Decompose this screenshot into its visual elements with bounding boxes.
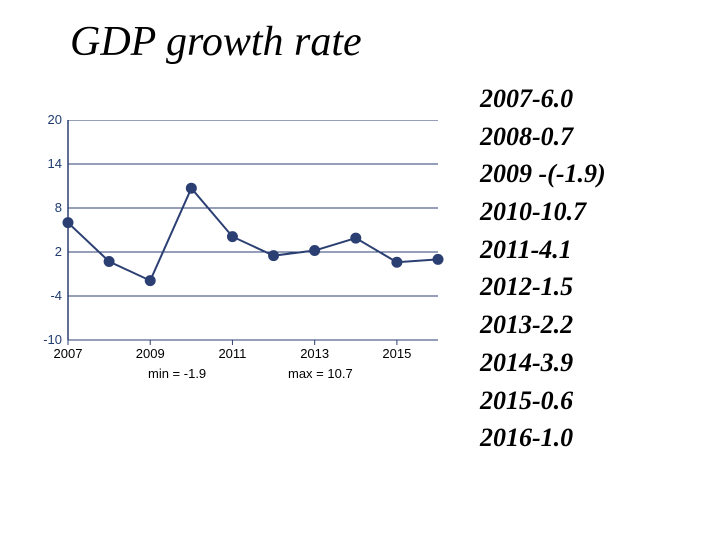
y-tick-label: 20 bbox=[34, 112, 62, 127]
x-tick-label: 2013 bbox=[300, 346, 329, 361]
data-list-row: 2015-0.6 bbox=[480, 382, 710, 420]
data-list-row: 2014-3.9 bbox=[480, 344, 710, 382]
data-list-row: 2010-10.7 bbox=[480, 193, 710, 231]
data-list-row: 2012-1.5 bbox=[480, 268, 710, 306]
y-tick-label: -4 bbox=[34, 288, 62, 303]
data-list-row: 2013-2.2 bbox=[480, 306, 710, 344]
data-list-row: 2007-6.0 bbox=[480, 80, 710, 118]
data-list-row: 2011-4.1 bbox=[480, 231, 710, 269]
data-list-row: 2016-1.0 bbox=[480, 419, 710, 457]
y-tick-label: 14 bbox=[34, 156, 62, 171]
x-tick-label: 2011 bbox=[218, 346, 246, 361]
chart-svg bbox=[28, 120, 448, 370]
y-tick-label: -10 bbox=[34, 332, 62, 347]
data-list-row: 2008-0.7 bbox=[480, 118, 710, 156]
chart-min-note: min = -1.9 bbox=[148, 366, 206, 381]
x-tick-label: 2015 bbox=[382, 346, 411, 361]
data-list: 2007-6.02008-0.72009 -(-1.9)2010-10.7201… bbox=[480, 80, 710, 457]
page-title: GDP growth rate bbox=[70, 18, 362, 66]
y-tick-label: 8 bbox=[34, 200, 62, 215]
data-list-row: 2009 -(-1.9) bbox=[480, 155, 710, 193]
x-tick-label: 2007 bbox=[54, 346, 83, 361]
x-tick-label: 2009 bbox=[136, 346, 165, 361]
gdp-chart: -10-4281420 20072009201120132015 min = -… bbox=[28, 120, 448, 400]
y-tick-label: 2 bbox=[34, 244, 62, 259]
chart-max-note: max = 10.7 bbox=[288, 366, 353, 381]
